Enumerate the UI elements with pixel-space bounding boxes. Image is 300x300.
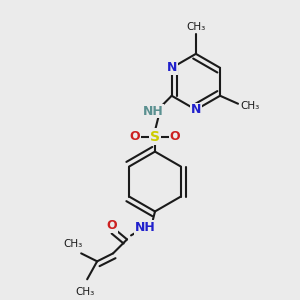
Text: O: O (169, 130, 180, 143)
Text: O: O (130, 130, 140, 143)
Text: CH₃: CH₃ (76, 287, 95, 297)
Text: N: N (167, 61, 177, 74)
Text: CH₃: CH₃ (186, 22, 206, 32)
Text: CH₃: CH₃ (64, 239, 83, 249)
Text: NH: NH (135, 221, 155, 234)
Text: NH: NH (143, 105, 164, 118)
Text: S: S (150, 130, 160, 144)
Text: CH₃: CH₃ (240, 101, 259, 111)
Text: N: N (191, 103, 201, 116)
Text: O: O (107, 219, 117, 232)
